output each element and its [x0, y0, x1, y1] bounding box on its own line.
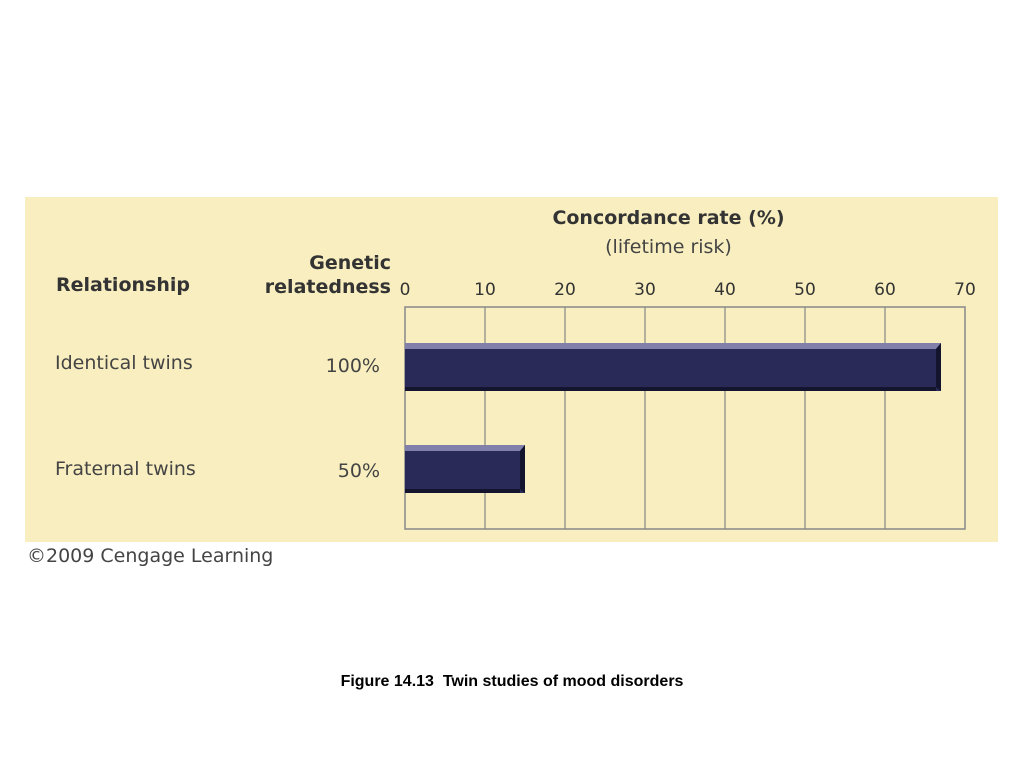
bar-bottom-shade — [405, 387, 936, 391]
row-relatedness-identical: 100% — [325, 355, 380, 377]
bar-highlight — [405, 445, 525, 451]
bar-edge — [520, 445, 525, 493]
chart-title: Concordance rate (%) — [552, 207, 785, 229]
row-label-fraternal: Fraternal twins — [55, 458, 196, 480]
x-tick-label-10: 10 — [474, 280, 496, 300]
x-tick-label-60: 60 — [874, 280, 896, 300]
row-relatedness-fraternal: 50% — [337, 460, 380, 482]
bar-bottom-shade — [405, 489, 520, 493]
bar-identical-twins — [405, 343, 941, 391]
x-tick-label-70: 70 — [954, 280, 976, 300]
genetic-header-line1: Genetic — [309, 252, 391, 274]
row-label-identical: Identical twins — [55, 352, 193, 374]
x-tick-label-0: 0 — [400, 280, 411, 300]
x-tick-label-50: 50 — [794, 280, 816, 300]
x-tick-label-20: 20 — [554, 280, 576, 300]
bar-body — [405, 445, 525, 493]
bar-highlight — [405, 343, 941, 349]
bar-edge — [936, 343, 941, 391]
x-tick-label-30: 30 — [634, 280, 656, 300]
bar-body — [405, 343, 941, 391]
chart-panel: Relationship Genetic relatedness Concord… — [25, 197, 998, 542]
relationship-header: Relationship — [56, 274, 190, 296]
genetic-header-line2: relatedness — [264, 276, 391, 298]
copyright-notice: ©2009 Cengage Learning — [27, 545, 274, 567]
plot-frame — [404, 306, 966, 530]
figure-caption: Figure 14.13 Twin studies of mood disord… — [340, 673, 684, 690]
chart-subtitle: (lifetime risk) — [605, 236, 732, 258]
concordance-chart: 0 10 20 30 40 50 60 70 — [400, 280, 976, 530]
genetic-relatedness-header: Genetic relatedness — [265, 251, 391, 299]
x-tick-label-40: 40 — [714, 280, 736, 300]
bar-fraternal-twins — [405, 445, 525, 493]
